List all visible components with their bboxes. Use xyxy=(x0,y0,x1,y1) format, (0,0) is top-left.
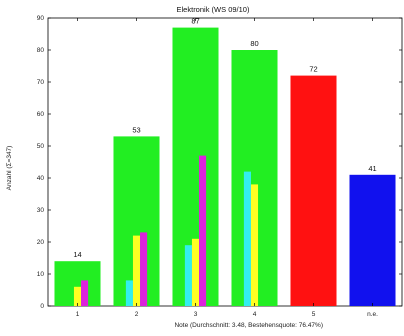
x-tick-label: 1 xyxy=(76,311,80,318)
sub-bar xyxy=(184,245,192,306)
x-tick-label: n.e. xyxy=(367,311,378,318)
total-bar-label: 53 xyxy=(132,125,140,134)
chart-title: Elektronik (WS 09/10) xyxy=(177,5,250,14)
y-tick-label: 60 xyxy=(37,111,45,118)
sub-bar xyxy=(125,280,133,306)
y-tick-label: 70 xyxy=(37,79,45,86)
y-axis-label: Anzahl (Σ=347) xyxy=(6,146,13,191)
total-bar xyxy=(290,75,337,306)
y-tick-label: 80 xyxy=(37,47,45,54)
total-bar-label: 41 xyxy=(368,164,376,173)
y-tick-label: 90 xyxy=(37,15,45,22)
x-tick-label: 4 xyxy=(253,311,257,318)
total-bar-label: 72 xyxy=(309,65,317,74)
x-tick-label: 5 xyxy=(312,311,316,318)
y-tick-label: 40 xyxy=(37,175,45,182)
sub-bar xyxy=(250,184,259,306)
y-tick-label: 0 xyxy=(40,303,44,310)
sub-bar xyxy=(81,280,89,306)
sub-bar xyxy=(199,155,207,306)
plot-frame xyxy=(47,17,403,307)
sub-bar xyxy=(140,232,148,306)
total-bar xyxy=(349,174,396,306)
x-tick-label: 2 xyxy=(135,311,139,318)
y-tick-label: 10 xyxy=(37,271,45,278)
total-bar-label: 80 xyxy=(250,39,258,48)
sub-bar xyxy=(73,286,82,306)
y-tick-label: 30 xyxy=(37,207,45,214)
x-tick-label: 3 xyxy=(194,311,198,318)
sub-bar xyxy=(243,171,251,306)
x-axis-label: Note (Durchschnitt: 3.48, Bestehensquote… xyxy=(174,322,323,329)
sub-bar xyxy=(132,235,141,306)
total-bar-label: 14 xyxy=(73,250,81,259)
y-tick-label: 50 xyxy=(37,143,45,150)
sub-bar xyxy=(191,238,200,306)
total-bar-label: 87 xyxy=(191,17,199,26)
y-tick-label: 20 xyxy=(37,239,45,246)
